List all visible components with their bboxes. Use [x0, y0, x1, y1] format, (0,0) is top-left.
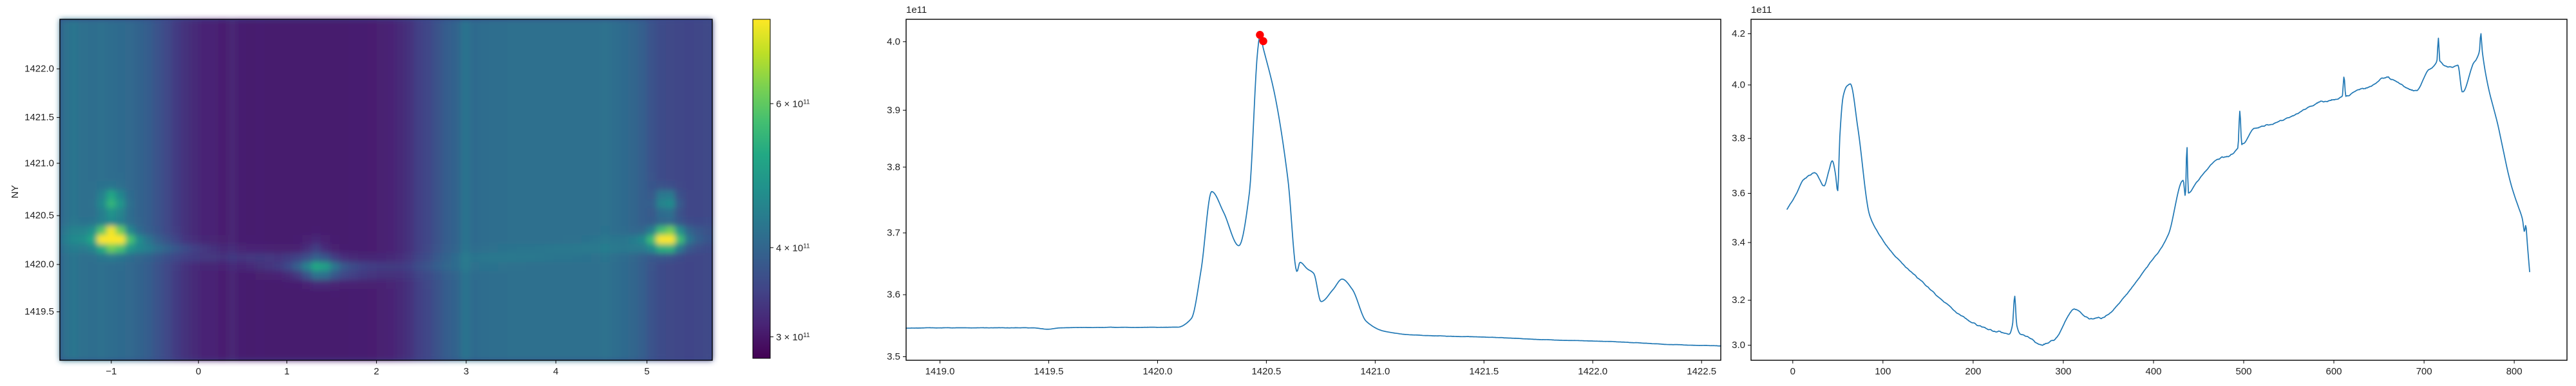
- svg-text:1e11: 1e11: [906, 5, 927, 15]
- svg-text:1421.5: 1421.5: [1469, 366, 1499, 377]
- svg-text:1419.5: 1419.5: [24, 306, 54, 317]
- svg-text:500: 500: [2235, 366, 2251, 377]
- svg-text:1: 1: [284, 366, 289, 377]
- svg-text:−1: −1: [106, 366, 117, 377]
- svg-text:1419.0: 1419.0: [925, 366, 955, 377]
- svg-text:700: 700: [2416, 366, 2432, 377]
- svg-text:0: 0: [1790, 366, 1795, 377]
- svg-text:3.5: 3.5: [887, 351, 900, 362]
- svg-text:1421.5: 1421.5: [24, 112, 54, 123]
- svg-text:4.2: 4.2: [1732, 28, 1745, 39]
- svg-text:200: 200: [1965, 366, 1981, 377]
- svg-text:3.4: 3.4: [1732, 237, 1745, 248]
- svg-text:1422.0: 1422.0: [1578, 366, 1607, 377]
- svg-text:4: 4: [553, 366, 558, 377]
- svg-text:5: 5: [644, 366, 649, 377]
- svg-text:1421.0: 1421.0: [1360, 366, 1390, 377]
- svg-text:0: 0: [196, 366, 201, 377]
- svg-text:4.0: 4.0: [1732, 80, 1745, 91]
- svg-text:1419.5: 1419.5: [1034, 366, 1064, 377]
- svg-text:3.8: 3.8: [1732, 133, 1745, 144]
- svg-text:3.6: 3.6: [887, 290, 900, 300]
- svg-text:100: 100: [1875, 366, 1891, 377]
- svg-text:800: 800: [2506, 366, 2523, 377]
- svg-text:3.8: 3.8: [887, 161, 900, 172]
- svg-text:1420.0: 1420.0: [1143, 366, 1173, 377]
- svg-text:3: 3: [464, 366, 469, 377]
- svg-text:1421.0: 1421.0: [24, 158, 54, 169]
- svg-text:2: 2: [374, 366, 379, 377]
- svg-text:1e11: 1e11: [1751, 5, 1772, 15]
- svg-text:1422.5: 1422.5: [1687, 366, 1716, 377]
- svg-text:400: 400: [2145, 366, 2161, 377]
- svg-text:3.0: 3.0: [1732, 340, 1745, 351]
- svg-text:3.2: 3.2: [1732, 295, 1745, 306]
- svg-text:1420.5: 1420.5: [1251, 366, 1281, 377]
- svg-text:1420.0: 1420.0: [24, 259, 54, 270]
- svg-text:NY: NY: [10, 185, 21, 199]
- svg-text:600: 600: [2325, 366, 2342, 377]
- svg-text:1422.0: 1422.0: [24, 64, 54, 75]
- svg-text:3.6: 3.6: [1732, 188, 1745, 199]
- svg-text:3.9: 3.9: [887, 105, 900, 116]
- svg-text:300: 300: [2055, 366, 2071, 377]
- svg-text:1420.5: 1420.5: [24, 210, 54, 221]
- svg-text:3.7: 3.7: [887, 228, 900, 239]
- svg-text:4.0: 4.0: [887, 36, 900, 47]
